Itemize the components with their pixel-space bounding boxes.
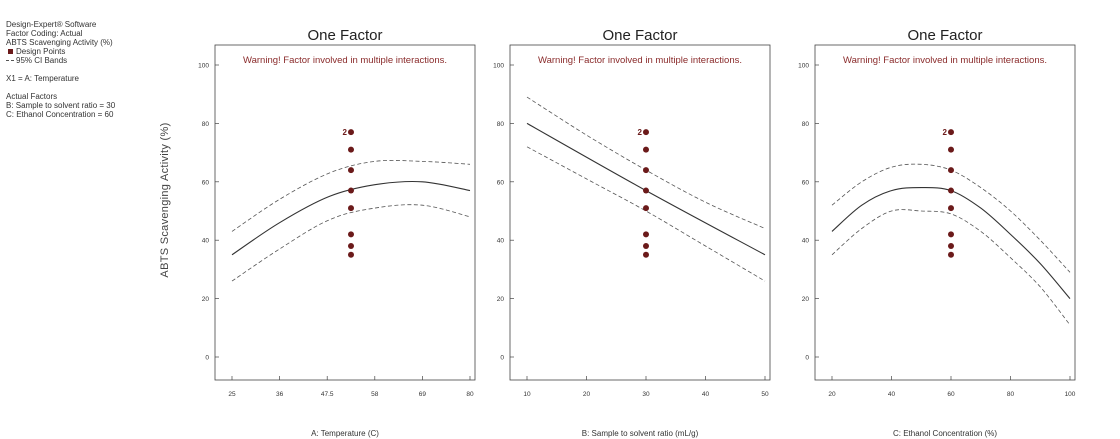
chart-title: One Factor bbox=[602, 27, 677, 44]
design-point bbox=[948, 187, 954, 194]
legend-design-points-label: Design Points bbox=[16, 47, 66, 56]
design-point-marker-icon bbox=[8, 49, 13, 55]
point-count-label: 2 bbox=[638, 128, 643, 137]
design-point bbox=[643, 129, 649, 136]
design-point bbox=[348, 146, 354, 153]
design-point bbox=[948, 205, 954, 212]
x-tick-label: 80 bbox=[1007, 391, 1015, 398]
x-tick-label: 58 bbox=[371, 391, 379, 398]
y-tick-label: 60 bbox=[202, 179, 210, 186]
design-point bbox=[948, 231, 954, 238]
y-tick-label: 20 bbox=[202, 296, 210, 303]
y-tick-label: 60 bbox=[802, 179, 810, 186]
legend-coding: Factor Coding: Actual bbox=[6, 29, 83, 38]
y-tick-label: 40 bbox=[202, 238, 210, 245]
design-point bbox=[948, 129, 954, 136]
y-tick-label: 0 bbox=[205, 355, 209, 362]
y-tick-label: 0 bbox=[805, 355, 809, 362]
dashed-line-icon bbox=[6, 60, 14, 62]
x-tick-label: 20 bbox=[828, 391, 836, 398]
y-tick-label: 100 bbox=[493, 63, 504, 70]
design-point bbox=[643, 146, 649, 153]
legend-design-points: Design Points bbox=[6, 47, 115, 56]
x-tick-label: 47.5 bbox=[321, 391, 334, 398]
legend-ci-bands-label: 95% CI Bands bbox=[16, 56, 68, 65]
y-tick-label: 80 bbox=[497, 121, 505, 128]
design-point bbox=[643, 167, 649, 174]
chart-title: One Factor bbox=[907, 27, 982, 44]
x-axis-label: A: Temperature (C) bbox=[311, 429, 379, 438]
design-point bbox=[643, 231, 649, 238]
chart-panel-ethanol: One Factor Warning! Factor involved in mu… bbox=[798, 27, 1076, 438]
y-axis-label: ABTS Scavenging Activity (%) bbox=[159, 122, 171, 278]
design-point bbox=[643, 243, 649, 250]
design-point bbox=[643, 187, 649, 194]
design-point bbox=[348, 129, 354, 136]
y-tick-label: 100 bbox=[798, 63, 809, 70]
legend-software: Design-Expert® Software bbox=[6, 20, 97, 29]
x-tick-label: 10 bbox=[523, 391, 531, 398]
y-tick-label: 80 bbox=[202, 121, 210, 128]
design-point bbox=[348, 187, 354, 194]
design-point bbox=[348, 251, 354, 258]
x-tick-label: 80 bbox=[466, 391, 474, 398]
warning-text: Warning! Factor involved in multiple int… bbox=[243, 55, 447, 66]
legend-factor-c: C: Ethanol Concentration = 60 bbox=[6, 110, 114, 119]
y-tick-label: 100 bbox=[198, 63, 209, 70]
design-point bbox=[643, 251, 649, 258]
design-point bbox=[348, 231, 354, 238]
warning-text: Warning! Factor involved in multiple int… bbox=[843, 55, 1047, 66]
x-tick-label: 20 bbox=[583, 391, 591, 398]
x-tick-label: 36 bbox=[276, 391, 284, 398]
x-tick-label: 100 bbox=[1065, 391, 1076, 398]
plot-frame bbox=[214, 44, 476, 381]
point-count-label: 2 bbox=[943, 128, 948, 137]
ci-upper-band bbox=[231, 159, 471, 232]
design-point bbox=[948, 146, 954, 153]
plot-frame bbox=[814, 44, 1076, 381]
legend-factor-b: B: Sample to solvent ratio = 30 bbox=[6, 101, 116, 110]
legend-ci-bands: 95% CI Bands bbox=[6, 56, 115, 65]
x-tick-label: 69 bbox=[419, 391, 427, 398]
chart-title: One Factor bbox=[307, 27, 382, 44]
legend-x1: X1 = A: Temperature bbox=[6, 74, 80, 83]
design-point bbox=[643, 205, 649, 212]
x-tick-label: 60 bbox=[947, 391, 955, 398]
ci-lower-band bbox=[526, 146, 766, 282]
x-tick-label: 30 bbox=[642, 391, 650, 398]
x-tick-label: 50 bbox=[761, 391, 769, 398]
chart-panel-solvent-ratio: One Factor Warning! Factor involved in mu… bbox=[493, 27, 771, 438]
ci-lower-band bbox=[831, 209, 1071, 326]
y-tick-label: 40 bbox=[802, 238, 810, 245]
point-count-label: 2 bbox=[343, 128, 348, 137]
legend-actual-factors: Actual Factors bbox=[6, 92, 58, 101]
design-point bbox=[348, 167, 354, 174]
x-axis-label: B: Sample to solvent ratio (mL/g) bbox=[582, 429, 699, 438]
y-tick-label: 60 bbox=[497, 179, 505, 186]
legend: Design-Expert® Software Factor Coding: A… bbox=[6, 20, 115, 119]
x-tick-label: 40 bbox=[888, 391, 896, 398]
design-point bbox=[348, 205, 354, 212]
x-axis-label: C: Ethanol Concentration (%) bbox=[893, 429, 997, 438]
y-tick-label: 0 bbox=[500, 355, 504, 362]
x-tick-label: 25 bbox=[228, 391, 236, 398]
y-tick-label: 80 bbox=[802, 121, 810, 128]
y-tick-label: 40 bbox=[497, 238, 505, 245]
design-point bbox=[948, 167, 954, 174]
ci-lower-band bbox=[231, 204, 471, 282]
y-tick-label: 20 bbox=[802, 296, 810, 303]
y-tick-label: 20 bbox=[497, 296, 505, 303]
design-point bbox=[348, 243, 354, 250]
design-point bbox=[948, 243, 954, 250]
x-tick-label: 40 bbox=[702, 391, 710, 398]
legend-response: ABTS Scavenging Activity (%) bbox=[6, 38, 113, 47]
chart-panel-temperature: One Factor Warning! Factor involved in mu… bbox=[198, 27, 476, 438]
warning-text: Warning! Factor involved in multiple int… bbox=[538, 55, 742, 66]
plot-frame bbox=[509, 44, 771, 381]
design-point bbox=[948, 251, 954, 258]
